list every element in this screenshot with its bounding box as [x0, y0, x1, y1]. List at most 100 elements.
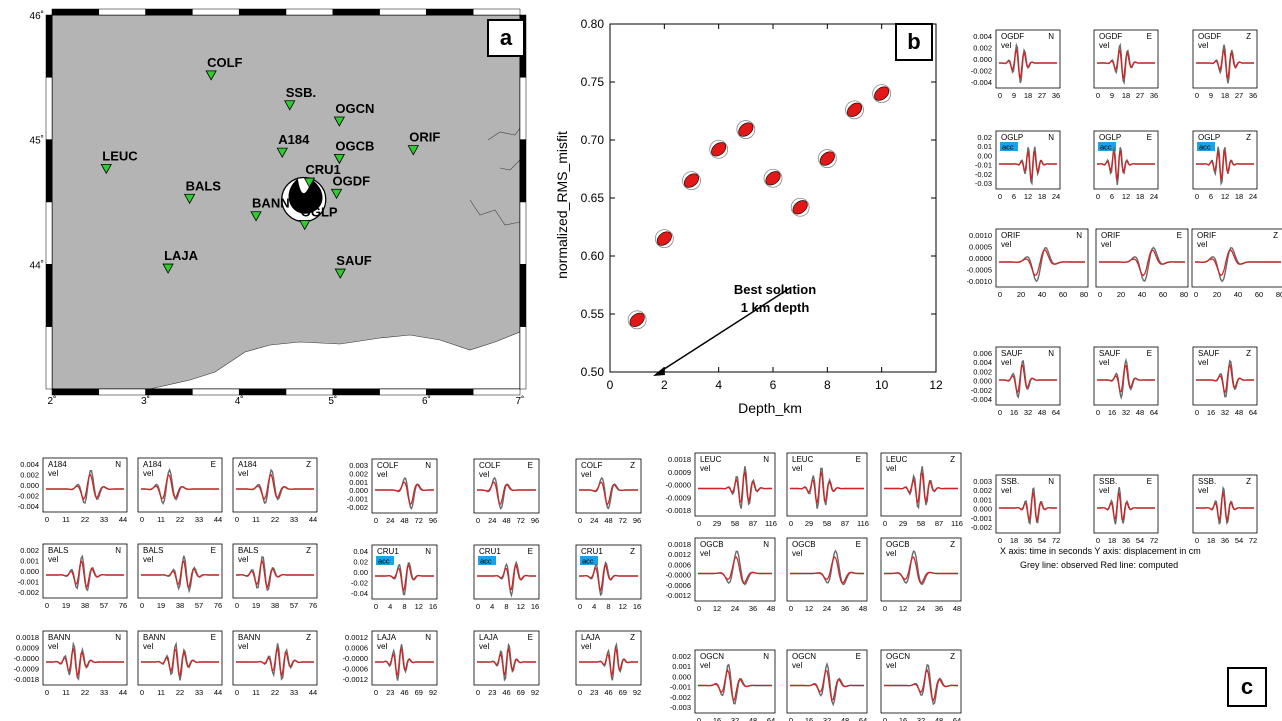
acc-badge	[376, 556, 394, 565]
waveform-x-tick-label: 48	[400, 516, 408, 525]
beachball-point	[845, 100, 864, 120]
lon-tick-label: 5˚	[328, 395, 337, 405]
waveform-type-label: vel	[886, 464, 896, 473]
waveform-station-label: ORIF	[1197, 231, 1216, 240]
waveform-type-label: vel	[1001, 41, 1011, 50]
computed-trace	[698, 668, 772, 703]
waveform-x-tick-label: 0	[1096, 408, 1100, 417]
waveform-frame	[995, 130, 1061, 190]
waveform-x-tick-label: 92	[429, 688, 437, 697]
waveform-component-label: N	[1048, 477, 1054, 486]
waveform-component-label: E	[528, 633, 533, 642]
waveform-type-label: vel	[479, 470, 489, 479]
waveform-y-tick-label: 0.002	[349, 469, 368, 478]
waveform-type-label: vel	[792, 661, 802, 670]
chart-axes: 0 2 4 6 8 10 12 0.50 0.55 0.60 0.65 0.70 0.75 0.80	[581, 17, 943, 392]
waveform-component-label: Z	[1246, 349, 1251, 358]
waveform-x-tick-label: 64	[1249, 408, 1257, 417]
station-triangle	[276, 147, 288, 158]
waveform-component-label: E	[1147, 349, 1152, 358]
computed-trace	[375, 648, 434, 676]
waveform-x-tick-label: 23	[386, 688, 394, 697]
station-label: OGDF	[333, 173, 371, 188]
waveform-frame	[995, 346, 1061, 406]
waveform-x-tick-label: 20	[1117, 290, 1125, 299]
waveform-type-label: vel	[377, 642, 387, 651]
waveform-y-tick-label: -0.002	[18, 492, 39, 501]
waveform-x-tick-label: 0	[789, 604, 793, 613]
waveform-x-tick-label: 92	[633, 688, 641, 697]
waveform-x-tick-label: 24	[1249, 192, 1257, 201]
waveform-x-tick-label: 0	[883, 519, 887, 528]
waveform-x-tick-label: 72	[619, 516, 627, 525]
waveform-x-tick-label: 40	[1138, 290, 1146, 299]
waveform-x-tick-label: 0	[1195, 408, 1199, 417]
waveform-x-tick-label: 18	[1122, 91, 1130, 100]
computed-trace	[999, 363, 1057, 394]
computed-trace	[999, 47, 1057, 79]
waveform-station-label: BANN	[48, 633, 70, 642]
waveform-x-tick-label: 76	[309, 601, 317, 610]
waveform-x-tick-label: 23	[590, 688, 598, 697]
waveform-station-label: ORIF	[1101, 231, 1120, 240]
waveform-x-tick-label: 36	[1052, 91, 1060, 100]
waveform-x-tick-label: 32	[1122, 408, 1130, 417]
waveform-x-tick-label: 20	[1017, 290, 1025, 299]
waveform-type-label: acc	[480, 557, 492, 566]
waveform-x-tick-label: 0	[374, 688, 378, 697]
waveform-x-tick-label: 72	[1150, 536, 1158, 545]
waveform-x-tick-label: 33	[195, 515, 203, 524]
waveform-x-tick-label: 18	[1038, 192, 1046, 201]
waveform-x-tick-label: 6	[1209, 192, 1213, 201]
waveform-x-tick-label: 32	[1221, 408, 1229, 417]
waveform-frame	[371, 458, 438, 514]
waveform-y-tick-label: -0.0012	[343, 675, 368, 684]
station-triangle	[407, 145, 419, 156]
waveform-y-tick-label: 0.004	[20, 460, 39, 469]
waveform-caption-axes: X axis: time in seconds Y axis: displace…	[1000, 546, 1201, 556]
waveform-x-tick-label: 33	[195, 688, 203, 697]
waveform-frame	[371, 544, 438, 600]
waveform-x-tick-label: 32	[823, 716, 831, 721]
waveform-component-label: Z	[950, 540, 955, 549]
station-triangle	[330, 188, 343, 200]
waveform-y-tick-label: 0.001	[973, 495, 992, 504]
frame-segment	[472, 8, 521, 16]
waveform-x-tick-label: 80	[1276, 290, 1282, 299]
computed-trace	[790, 471, 864, 504]
waveform-y-tick-label: 0.000	[973, 55, 992, 64]
computed-trace	[1097, 492, 1155, 521]
waveform-component-label: Z	[306, 633, 311, 642]
waveform-component-label: Z	[950, 652, 955, 661]
waveform-x-tick-label: 0	[998, 290, 1002, 299]
waveform-x-tick-label: 16	[713, 716, 721, 721]
computed-trace	[579, 481, 638, 506]
chart-points	[627, 84, 892, 330]
waveform-frame	[1093, 346, 1159, 406]
waveform-x-tick-label: 36	[841, 604, 849, 613]
waveform-station-label: ORIF	[1001, 231, 1020, 240]
waveform-x-tick-label: 18	[1221, 91, 1229, 100]
waveform-x-tick-label: 46	[604, 688, 612, 697]
waveform-x-tick-label: 36	[749, 604, 757, 613]
waveform-x-tick-label: 44	[214, 515, 222, 524]
waveform-component-label: N	[425, 547, 431, 556]
waveform-station-label: OGDF	[1198, 32, 1221, 41]
waveform-x-tick-label: 0	[140, 515, 144, 524]
waveform-x-tick-label: 54	[1038, 536, 1046, 545]
waveform-x-tick-label: 57	[195, 601, 203, 610]
beachball-compression	[288, 178, 323, 214]
computed-trace	[999, 492, 1057, 523]
waveform-x-tick-label: 0	[998, 536, 1002, 545]
waveform-frame	[575, 458, 642, 514]
waveform-station-label: A184	[143, 460, 162, 469]
waveform-component-label: Z	[630, 547, 635, 556]
waveform-x-tick-label: 16	[531, 602, 539, 611]
